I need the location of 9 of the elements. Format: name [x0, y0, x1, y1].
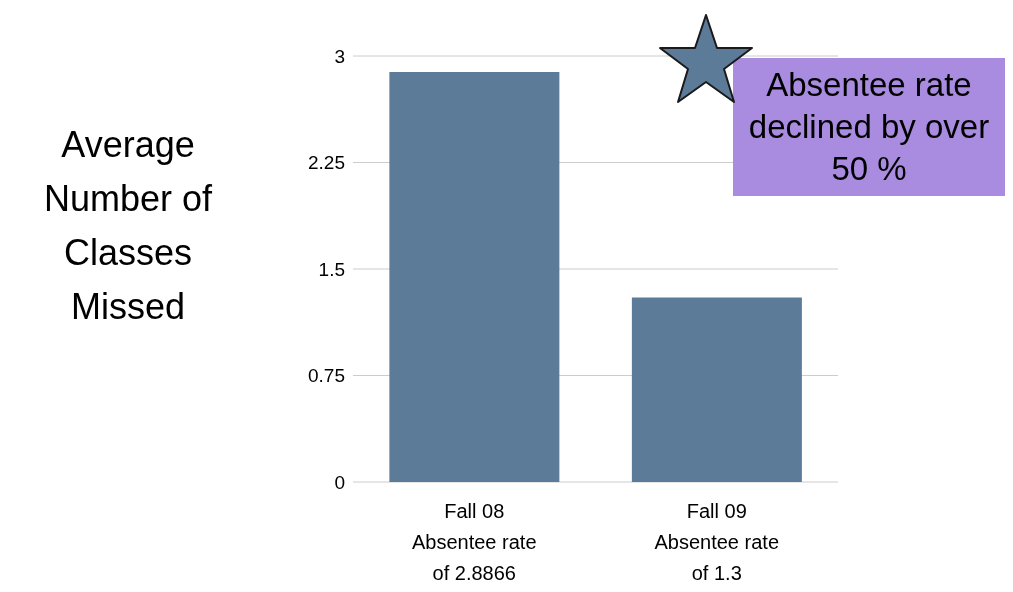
y-tick-label: 0 [334, 471, 345, 493]
y-tick-label: 1.5 [318, 258, 345, 280]
y-tick-label: 0.75 [308, 365, 345, 387]
y-tick-label: 2.25 [308, 152, 345, 174]
annotation: Absentee rate declined by over 50 % [733, 58, 1005, 196]
x-tick-label: Fall 09 Absentee rate of 1.3 [654, 500, 780, 584]
x-tick-label: Fall 08 Absentee rate of 2.8866 [411, 500, 537, 584]
y-axis-title: Average Number of Classes Missed [42, 123, 214, 329]
y-tick-label: 3 [334, 45, 345, 67]
